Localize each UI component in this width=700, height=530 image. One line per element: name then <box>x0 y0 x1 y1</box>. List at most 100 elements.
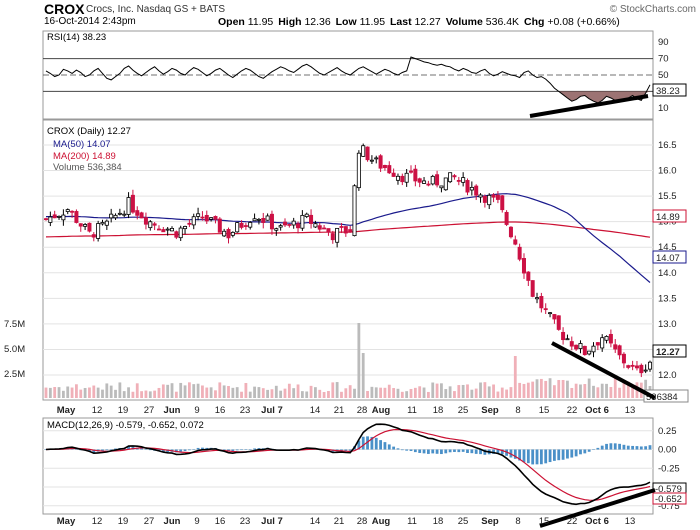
candle-body <box>61 214 66 221</box>
macd-hist-bar <box>513 449 517 459</box>
macd-hist-bar <box>544 449 548 464</box>
volume-bar <box>505 389 509 398</box>
candle-body <box>404 172 409 183</box>
candle-body <box>217 218 222 233</box>
last-value: 12.27 <box>414 16 441 28</box>
rsi-y-tick: 10 <box>658 103 669 114</box>
volume-bar <box>79 389 83 398</box>
macd-hist-bar <box>631 445 635 450</box>
macd-x-label: 14 <box>310 516 321 527</box>
volume-bar <box>183 385 187 398</box>
macd-hist-bar <box>448 449 452 453</box>
volume-bar <box>600 383 604 398</box>
candle-body <box>152 223 157 226</box>
macd-hist-bar <box>109 449 113 450</box>
macd-x-label: 27 <box>144 516 155 527</box>
macd-hist-bar <box>622 444 626 450</box>
macd-hist-bar <box>340 449 343 451</box>
candle-body <box>113 214 118 219</box>
candle-body <box>495 194 500 200</box>
macd-x-label: 16 <box>215 516 226 527</box>
volume-bar <box>335 382 339 398</box>
volume-bar <box>370 386 374 398</box>
macd-x-label: Sep <box>481 516 499 527</box>
candle-body <box>648 361 653 370</box>
candle-body <box>582 345 587 356</box>
macd-y-tick: 0.00 <box>658 445 677 456</box>
candle-body <box>222 230 227 237</box>
volume-bar <box>187 382 191 398</box>
high-label: High <box>278 16 302 28</box>
volume-bar <box>496 391 500 398</box>
volume-bar <box>270 389 274 398</box>
candle-body <box>595 342 600 346</box>
volume-bar <box>135 383 139 398</box>
volume-bar <box>296 384 300 398</box>
macd-hist-bar <box>626 445 630 450</box>
candle-body <box>235 222 240 233</box>
company-exchange: Crocs, Inc. Nasdaq GS + BATS <box>86 5 225 15</box>
candle-body <box>543 308 548 311</box>
macd-x-label: 19 <box>118 516 129 527</box>
macd-hist-bar <box>409 449 413 451</box>
price-x-label: 12 <box>92 405 103 416</box>
volume-y-tick: 2.5M <box>4 369 25 380</box>
candle-body <box>504 211 509 225</box>
volume-bar <box>318 389 322 398</box>
candle-body <box>369 159 374 162</box>
candle-body <box>278 225 283 228</box>
macd-tag-1-label: -0.579 <box>655 484 682 495</box>
stockcharts-brand[interactable]: © StockCharts.com <box>609 4 696 15</box>
candle-body <box>439 185 444 189</box>
macd-hist-bar <box>92 449 96 453</box>
candle-body <box>248 222 253 228</box>
macd-hist-bar <box>474 449 478 454</box>
macd-hist-bar <box>75 449 78 450</box>
macd-histogram <box>44 436 652 465</box>
candle-body <box>204 214 209 222</box>
macd-trendline <box>539 488 656 528</box>
candle-body <box>230 231 235 236</box>
macd-hist-bar <box>361 436 365 450</box>
volume-bar <box>88 387 91 398</box>
volume-bar <box>392 388 396 398</box>
macd-hist-bar <box>522 449 526 463</box>
candle-body <box>574 344 579 350</box>
price-y-tick: 14.0 <box>658 268 677 279</box>
volume-bar <box>383 387 387 398</box>
macd-hist-bar <box>431 449 435 454</box>
candle-body <box>508 226 513 238</box>
high-value: 12.36 <box>304 16 331 28</box>
volume-bar <box>222 385 226 398</box>
volume-bar <box>70 387 74 398</box>
macd-hist-bar <box>470 449 474 454</box>
candle-body <box>374 157 379 160</box>
candle-body <box>339 226 344 228</box>
volume-bar <box>61 390 65 398</box>
macd-x-label: Aug <box>372 516 391 527</box>
macd-hist-bar <box>518 449 522 461</box>
macd-hist-bar <box>222 449 226 451</box>
volume-bar <box>453 391 456 398</box>
legend-ma200: MA(200) 14.89 <box>53 151 116 162</box>
volume-bar <box>114 389 117 398</box>
volume-bar <box>535 379 539 398</box>
candle-body <box>617 345 622 356</box>
volume-bar <box>418 386 422 398</box>
macd-hist-bar <box>553 449 556 461</box>
volume-bar <box>218 382 222 398</box>
candle-body <box>608 333 613 344</box>
volume-bar <box>413 387 417 398</box>
macd-tag-2 <box>652 492 687 505</box>
candle-body <box>409 170 414 173</box>
macd-hist-bar <box>400 449 404 451</box>
volume-bar <box>548 378 552 398</box>
candle-body <box>630 364 635 367</box>
volume-bar <box>109 385 113 398</box>
price-x-label: Aug <box>372 405 391 416</box>
candle-body <box>521 258 526 274</box>
macd-hist-bar <box>396 448 400 450</box>
legend-ma50: MA(50) 14.07 <box>53 139 111 150</box>
macd-hist-bar <box>613 443 617 450</box>
macd-hist-bar <box>248 449 252 450</box>
